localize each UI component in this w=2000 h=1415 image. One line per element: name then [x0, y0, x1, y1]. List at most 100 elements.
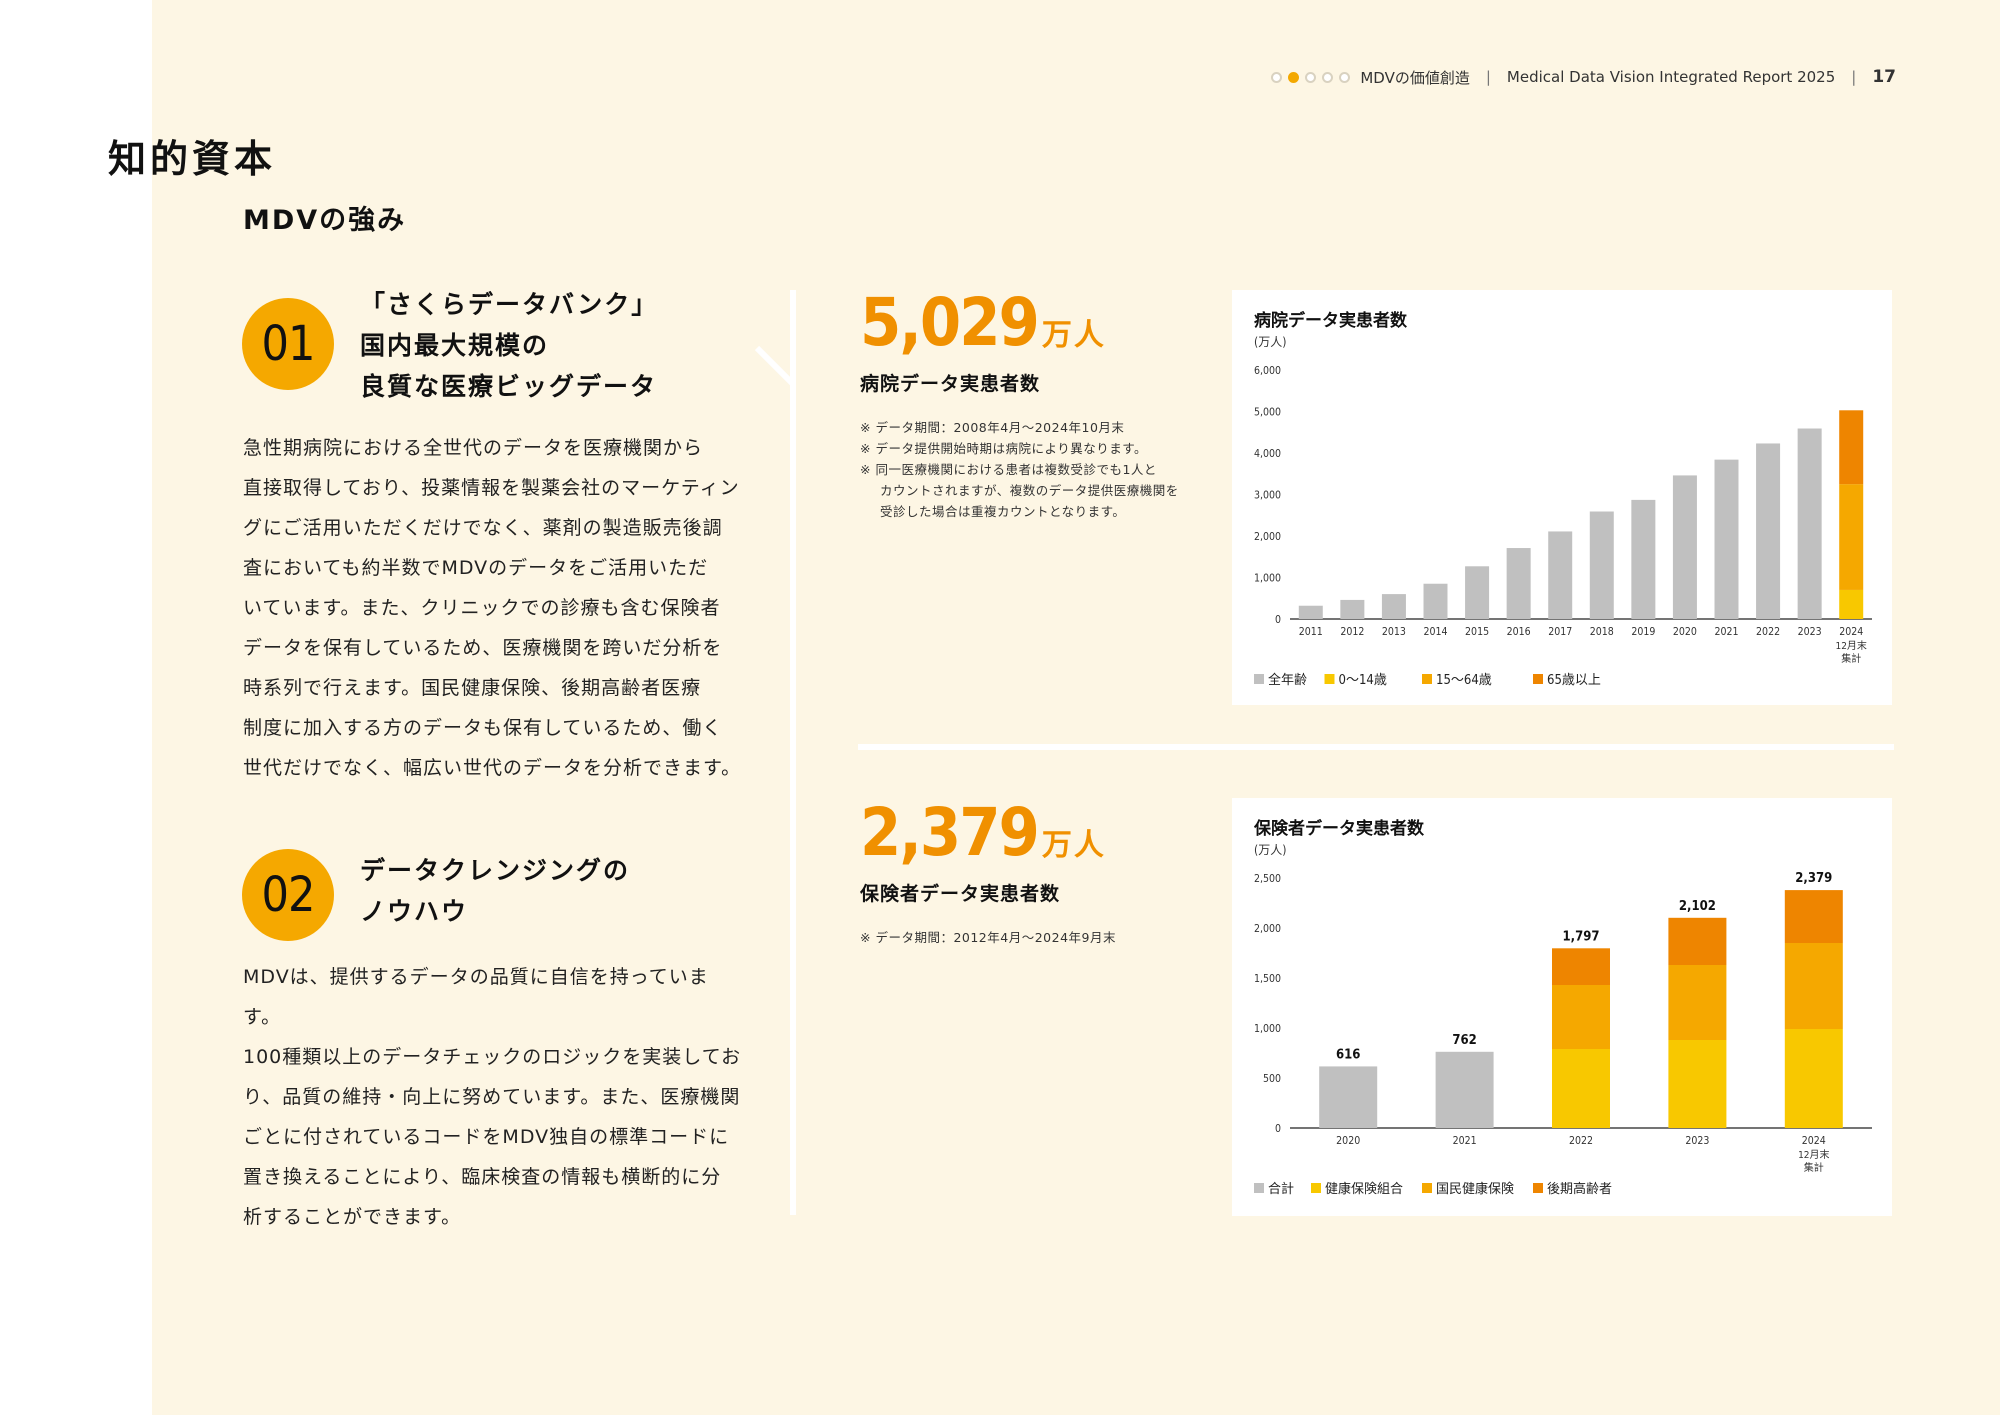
legend-swatch [1311, 1183, 1321, 1193]
horizontal-divider [858, 744, 1894, 750]
progress-dot [1339, 71, 1351, 83]
bar-segment [1668, 917, 1727, 965]
bar-segment [1423, 583, 1448, 619]
x-tick-label: 2018 [1590, 626, 1614, 638]
bar-segment [1672, 475, 1697, 619]
strength-number-badge: 01 [242, 298, 334, 390]
legend-label: 0〜14歳 [1339, 673, 1387, 688]
x-tick-label: 2020 [1673, 626, 1697, 638]
stat-label: 保険者データ実患者数 [860, 883, 1061, 905]
bar-segment [1714, 459, 1739, 619]
bar-total-label: 2,379 [1795, 871, 1832, 886]
x-tick-label: 2022 [1569, 1135, 1593, 1147]
insurer-patient-count: 2,379 万人 [860, 794, 1106, 871]
y-tick-label: 1,500 [1254, 973, 1281, 985]
y-tick-label: 1,000 [1254, 573, 1281, 585]
x-tick-label: 2013 [1382, 626, 1406, 638]
page-title: 知的資本 [108, 137, 277, 181]
vertical-divider [790, 290, 796, 1215]
bar-segment [1340, 599, 1365, 619]
strength-title: データクレンジングの ノウハウ [360, 850, 630, 932]
y-tick-label: 6,000 [1254, 365, 1281, 377]
y-tick-label: 2,000 [1254, 531, 1281, 543]
body-line: 析することができます。 [243, 1206, 462, 1228]
strength-title-line: 国内最大規模の [360, 331, 550, 360]
bar-segment [1839, 589, 1864, 619]
progress-dot [1305, 71, 1317, 83]
x-tick-sublabel: 12月末 [1798, 1148, 1829, 1161]
x-tick-label: 2021 [1453, 1135, 1477, 1147]
x-tick-label: 2011 [1299, 626, 1323, 638]
legend-label: 後期高齢者 [1547, 1181, 1612, 1197]
note-line: ※ データ提供開始時期は病院により異なります。 [860, 441, 1147, 456]
stat-notes: ※ データ期間：2008年4月～2024年10月末 ※ データ提供開始時期は病院… [860, 417, 1179, 522]
body-line: 査においても約半数でMDVのデータをご活用いただ [243, 557, 709, 579]
stat-value: 5,029 [860, 284, 1040, 361]
bar-segment [1552, 948, 1610, 985]
header-separator: | [1485, 68, 1491, 86]
stat-notes: ※ データ期間：2012年4月～2024年9月末 [860, 927, 1116, 948]
body-line: いています。また、クリニックでの診療も含む保険者 [243, 597, 721, 619]
note-line: ※ データ期間：2008年4月～2024年10月末 [860, 420, 1125, 435]
y-tick-label: 2,500 [1254, 873, 1281, 885]
legend-swatch [1422, 1183, 1432, 1193]
chart-title: 病院データ実患者数 [1254, 310, 1408, 331]
body-line: ごとに付されているコードをMDV独自の標準コードに [243, 1126, 730, 1148]
stat-label: 病院データ実患者数 [860, 373, 1041, 395]
body-line: 世代だけでなく、幅広い世代のデータを分析できます。 [243, 757, 742, 779]
legend-label: 全年齢 [1268, 672, 1307, 688]
header-report-name: Medical Data Vision Integrated Report 20… [1506, 68, 1836, 86]
bar-segment [1548, 531, 1573, 619]
bar-segment [1631, 499, 1656, 619]
header-separator: | [1851, 68, 1857, 86]
body-line: 制度に加入する方のデータも保有しているため、働く [243, 717, 723, 739]
strength-title-line: ノウハウ [360, 897, 469, 926]
strength-number-badge: 02 [242, 849, 334, 941]
stat-unit: 万人 [1041, 828, 1106, 863]
legend-swatch [1533, 674, 1543, 684]
legend-label: 健康保険組合 [1325, 1181, 1403, 1197]
strength-title-line: 良質な医療ビッグデータ [360, 372, 658, 401]
bar-total-label: 762 [1452, 1033, 1476, 1048]
x-tick-label: 2020 [1336, 1135, 1360, 1147]
bar-segment [1465, 566, 1490, 619]
insurer-chart-panel: 保険者データ実患者数 (万人) 2,500 2,000 1,500 1,000 500 0 61… [1232, 798, 1892, 1216]
legend-label: 65歳以上 [1547, 673, 1601, 688]
x-tick-label: 2014 [1423, 626, 1447, 638]
bar-segment [1552, 985, 1610, 1049]
x-tick-sublabel: 集計 [1804, 1161, 1824, 1174]
y-tick-label: 2,000 [1254, 923, 1281, 935]
body-line: 急性期病院における全世代のデータを医療機関から [243, 437, 704, 459]
y-tick-label: 3,000 [1254, 490, 1281, 502]
bar-segment [1784, 1029, 1843, 1128]
bar-segment [1784, 890, 1843, 943]
bar-segment [1506, 548, 1531, 619]
section-progress-dots [1271, 71, 1351, 83]
legend-label: 15〜64歳 [1436, 673, 1492, 688]
body-line: 時系列で行えます。国民健康保険、後期高齢者医療 [243, 677, 702, 699]
x-tick-label: 2016 [1507, 626, 1531, 638]
stat-value: 2,379 [860, 794, 1040, 871]
hospital-patient-count: 5,029 万人 [860, 284, 1106, 361]
bar-total-label: 616 [1336, 1047, 1360, 1062]
legend-swatch [1324, 674, 1335, 684]
y-tick-label: 4,000 [1254, 448, 1281, 460]
note-line: ※ データ期間：2012年4月～2024年9月末 [860, 930, 1116, 945]
section-title: MDVの強み [243, 205, 407, 236]
body-line: 100種類以上のデータチェックのロジックを実装してお [243, 1046, 742, 1068]
y-tick-label: 5,000 [1254, 407, 1281, 419]
bar-segment [1319, 1066, 1378, 1128]
bar-segment [1668, 1040, 1727, 1128]
y-tick-label: 0 [1275, 1123, 1281, 1135]
progress-dot [1322, 71, 1334, 83]
bar-segment [1589, 511, 1614, 619]
strength-body: 急性期病院における全世代のデータを医療機関から 直接取得しており、投薬情報を製薬… [243, 428, 743, 788]
chart-unit-label: (万人) [1254, 843, 1286, 857]
strength-title: 「さくらデータバンク」 国内最大規模の 良質な医療ビッグデータ [360, 284, 658, 407]
x-tick-label: 2021 [1714, 626, 1738, 638]
hospital-patient-chart: 病院データ実患者数 (万人) 6,000 5,000 4,000 3,000 2,000 1,… [1254, 310, 1872, 688]
bar-segment [1756, 443, 1781, 619]
bar-segment [1435, 1051, 1494, 1128]
progress-dot [1271, 71, 1283, 83]
x-tick-sublabel: 12月末 [1835, 639, 1866, 652]
